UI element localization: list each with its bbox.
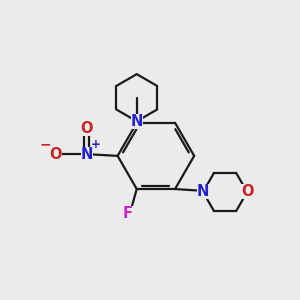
Text: N: N [130,114,143,129]
Text: O: O [241,184,253,200]
Text: N: N [80,147,93,162]
Text: O: O [50,147,62,162]
Text: N: N [197,184,209,200]
Text: −: − [40,137,51,151]
Text: O: O [80,121,93,136]
Text: +: + [91,138,100,151]
Text: F: F [123,206,133,221]
